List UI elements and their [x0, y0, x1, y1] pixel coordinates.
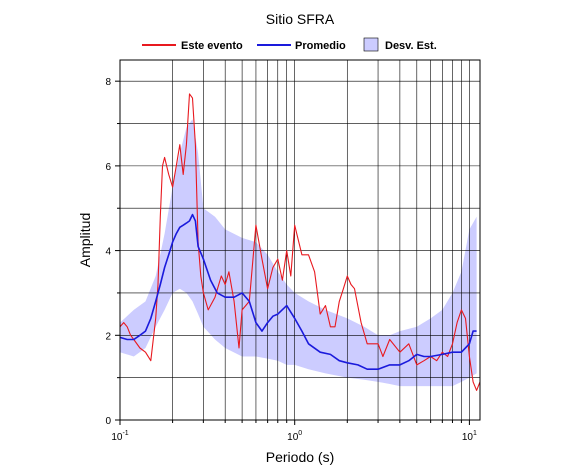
- x-tick-label: 100: [287, 430, 302, 443]
- plot-frame: [119, 59, 481, 421]
- series-promedio-line: [119, 213, 477, 370]
- x-axis: 10-1 100 101: [111, 420, 477, 443]
- y-tick-label: 2: [105, 331, 111, 342]
- x-tick-label: 101: [462, 430, 477, 443]
- y-tick-label: 4: [105, 247, 111, 258]
- chart-title: Sitio SFRA: [266, 11, 335, 27]
- y-tick-label: 0: [105, 416, 111, 427]
- series-layer: [119, 93, 481, 391]
- std-dev-band: [120, 119, 477, 387]
- std-dev-band-layer: [120, 119, 477, 387]
- legend-label: Desv. Est.: [385, 40, 437, 52]
- legend: Este evento Promedio Desv. Est.: [142, 37, 437, 52]
- legend-label: Este evento: [181, 40, 243, 52]
- series-este-evento-line: [119, 93, 481, 391]
- y-axis-label: Amplitud: [77, 213, 93, 267]
- grid-layer: [119, 60, 480, 420]
- legend-label: Promedio: [295, 40, 346, 52]
- y-axis: 0 2 4 6 8: [105, 77, 120, 427]
- y-tick-label: 6: [105, 162, 111, 173]
- x-axis-label: Periodo (s): [266, 449, 334, 465]
- y-tick-label: 8: [105, 77, 111, 88]
- plot-area: [119, 59, 481, 421]
- legend-swatch-desv-est: [363, 37, 379, 52]
- x-tick-label: 10-1: [111, 430, 128, 443]
